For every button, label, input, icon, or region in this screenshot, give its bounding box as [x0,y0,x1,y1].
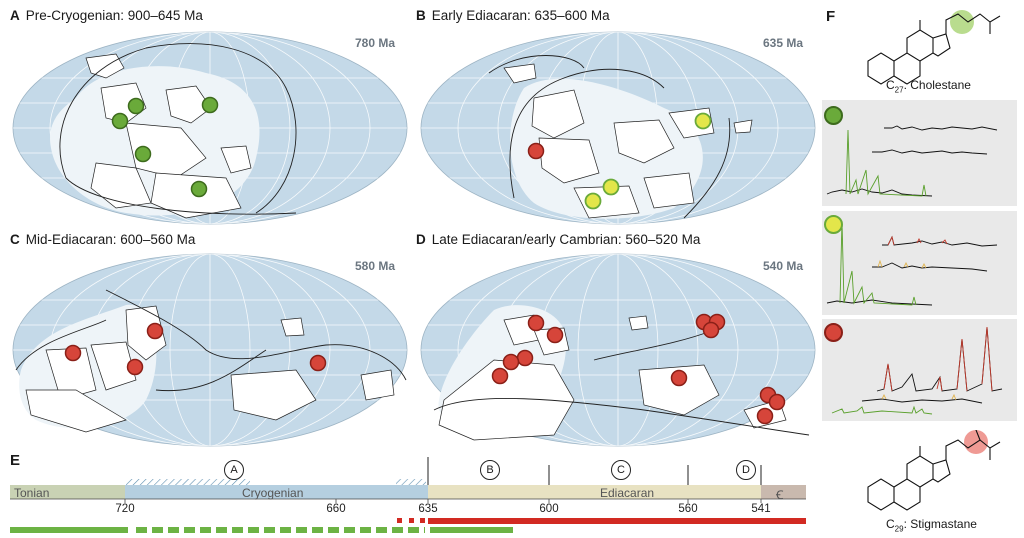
biomarker-site-red [126,358,144,376]
tick-label-635: 635 [418,503,438,515]
biomarker-site-red [527,314,545,332]
biomarker-site-red [502,353,520,371]
tick-label-541: 541 [751,503,771,515]
panel-d-title: D Late Ediacaran/early Cambrian: 560–520 … [416,232,700,247]
chromatogram-yellow [822,211,1017,315]
panel-b-title: B Early Ediacaran: 635–600 Ma [416,8,610,23]
continents [25,305,395,433]
interval-c-marker: C [611,460,631,480]
plate-boundaries [488,55,731,219]
cholestane-formula-prefix: C [886,78,895,92]
period-cryogenian-label: Cryogenian [242,486,304,500]
panel-a-letter: A [10,8,20,23]
red-range-dash [397,518,402,523]
tick-label-560: 560 [678,503,698,515]
biomarker-site-red [702,321,720,339]
map-panel-c [12,253,408,447]
chromatogram-red [822,319,1017,421]
cholestane-name: : Cholestane [903,78,971,92]
panel-d-age: 540 Ma [763,259,804,273]
panel-d-title-text: Late Ediacaran/early Cambrian: 560–520 M… [431,232,701,247]
biomarker-site-red [516,349,534,367]
period-ediacaran-label: Ediacaran [600,486,655,500]
biomarker-site-yellow [602,178,620,196]
panel-b-title-text: Early Ediacaran: 635–600 Ma [431,8,610,23]
panel-f-letter: F [826,8,836,25]
chromatogram-yellow-key [824,215,843,234]
green-range-bar [10,527,128,533]
panel-c-age: 580 Ma [355,259,396,273]
biomarker-site-yellow [694,112,712,130]
period-cambrian-bar [761,485,806,499]
red-range-dash [409,518,414,523]
stigmastane-name: : Stigmastane [903,517,977,531]
chromatogram-green [822,100,1017,206]
biomarker-site-green [134,145,152,163]
panel-b-age: 635 Ma [763,36,804,50]
biomarker-site-green [111,112,129,130]
biomarker-site-red [670,369,688,387]
biomarker-site-red [491,367,509,385]
plate-boundaries [59,43,297,215]
cholestane-structure [867,10,1001,85]
panel-a-title-text: Pre-Cryogenian: 900–645 Ma [25,8,203,23]
panel-c-title-text: Mid-Ediacaran: 600–560 Ma [25,232,196,247]
glaciation-hatch-2 [396,479,426,485]
red-range-dash [420,518,425,523]
period-ediacaran-bar [428,485,761,499]
plate-boundaries [15,289,407,392]
sidechain-highlight [964,430,988,454]
glaciation-hatch-1 [126,479,250,485]
sidechain-highlight [950,10,974,34]
panel-e-letter: E [10,452,21,469]
cholestane-subscript: 27 [894,85,904,95]
biomarker-site-green [201,96,219,114]
panel-c-title: C Mid-Ediacaran: 600–560 Ma [10,232,195,247]
period-tonian-bar [10,485,125,499]
plate-boundaries [433,329,810,436]
tick-label-660: 660 [326,503,346,515]
map-panel-a [12,31,408,225]
panel-c-letter: C [10,232,20,247]
biomarker-site-red [309,354,327,372]
stigmastane-label: C29: Stigmastane [886,517,977,533]
panel-d-letter: D [416,232,426,247]
green-range-bar [430,527,513,533]
chromatogram-green-key [824,106,843,125]
panel-a-title: A Pre-Cryogenian: 900–645 Ma [10,8,203,23]
biomarker-site-red [756,407,774,425]
period-tonian-label: Tonian [14,486,50,500]
panel-b-letter: B [416,8,426,23]
axis-ticks [124,499,762,503]
chromatogram-red-key [824,323,843,342]
interval-b-marker: B [480,460,500,480]
period-cryogenian-bar [125,485,428,499]
biomarker-site-red [768,393,786,411]
stigmastane-structure [867,430,1001,511]
interval-d-marker: D [736,460,756,480]
stigmastane-formula-prefix: C [886,517,895,531]
biomarker-site-red [146,322,164,340]
biomarker-site-green [127,97,145,115]
timeline-graphics [10,457,806,533]
biomarker-site-green [190,180,208,198]
cholestane-label: C27: Cholestane [886,78,971,94]
stigmastane-subscript: 29 [894,524,904,534]
panel-a-age: 780 Ma [355,36,396,50]
tick-label-600: 600 [539,503,559,515]
map-panel-b [420,31,816,225]
biomarker-site-red [527,142,545,160]
period-cambrian-label: Ꞓ [776,488,784,502]
biomarker-site-yellow [584,192,602,210]
red-range-bar [428,518,806,524]
biomarker-site-red [64,344,82,362]
map-panel-d [420,253,816,447]
biomarker-site-red [546,326,564,344]
tick-label-720: 720 [115,503,135,515]
